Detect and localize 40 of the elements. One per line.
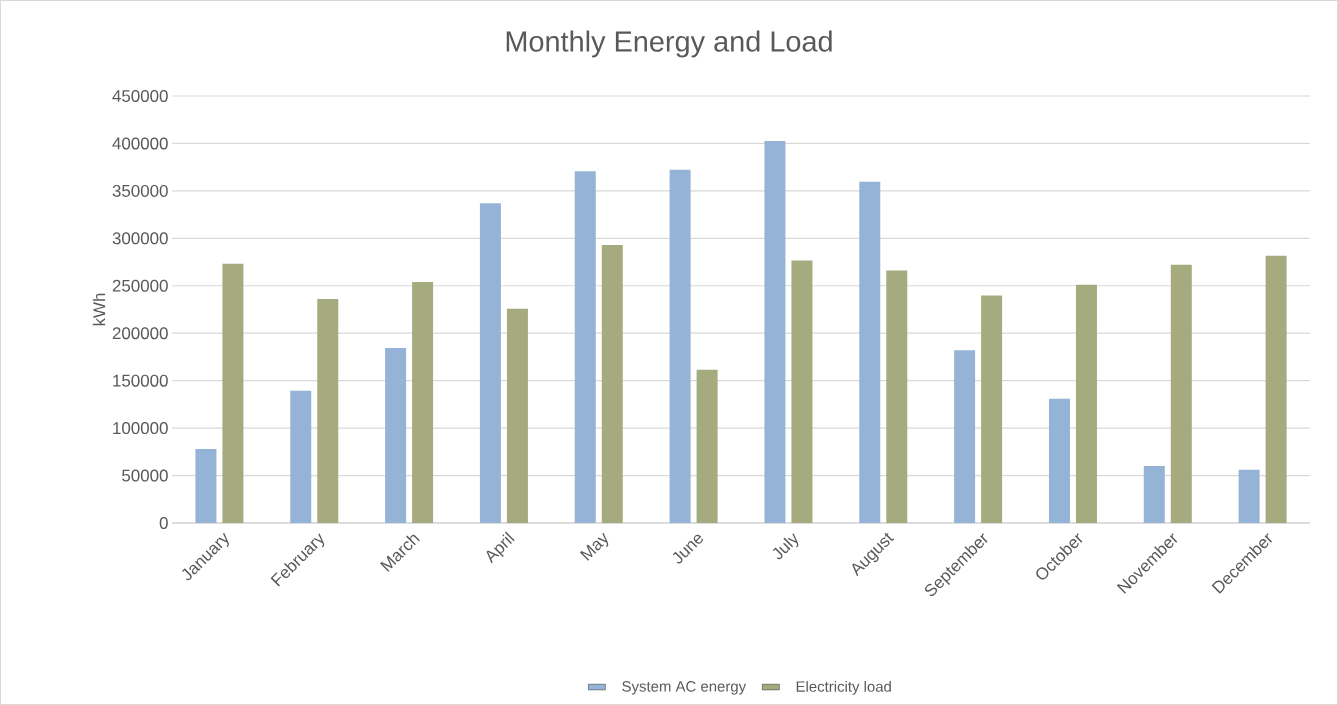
bar — [1265, 255, 1287, 523]
bar — [385, 347, 407, 523]
bar — [791, 260, 813, 523]
chart-title: Monthly Energy and Load — [506, 30, 832, 58]
y-tick-label: 200000 — [112, 327, 168, 340]
legend-label: Electricity load — [796, 680, 891, 695]
y-tick-label: 150000 — [113, 374, 168, 387]
legend-label: System AC energy — [622, 681, 747, 695]
bar — [1143, 465, 1165, 523]
bar — [764, 140, 786, 523]
bar — [886, 270, 908, 523]
bar — [696, 369, 718, 523]
y-tick-label: 350000 — [112, 184, 168, 197]
bar — [981, 295, 1003, 523]
y-tick-label: 250000 — [112, 279, 168, 292]
y-tick-label: 100000 — [113, 422, 168, 435]
x-tick-label: July — [772, 533, 799, 560]
bar — [669, 169, 691, 523]
y-tick-label: 450000 — [112, 89, 168, 102]
bar — [1238, 469, 1260, 523]
bar — [601, 244, 623, 523]
y-tick-label: 300000 — [112, 232, 168, 245]
bar — [317, 299, 339, 523]
bar — [1170, 264, 1192, 523]
y-axis-title: kWh — [92, 293, 106, 326]
bar — [222, 263, 244, 523]
bar — [954, 350, 976, 523]
bar — [412, 281, 434, 523]
x-tick-label: May — [579, 532, 609, 561]
bar — [574, 171, 596, 523]
bar — [1048, 398, 1070, 523]
bar — [506, 308, 528, 523]
bar — [479, 203, 501, 523]
bar — [290, 390, 312, 523]
bar — [1075, 284, 1097, 523]
y-tick-label: 400000 — [112, 137, 168, 150]
bar — [859, 181, 881, 523]
y-tick-label: 50000 — [122, 469, 168, 482]
y-tick-label: 0 — [159, 517, 168, 529]
bar — [195, 448, 217, 523]
